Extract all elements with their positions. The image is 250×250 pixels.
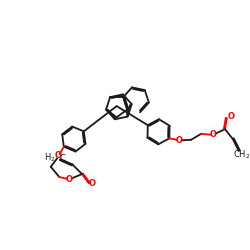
Text: CH$_2$: CH$_2$ <box>233 148 250 160</box>
Text: O: O <box>88 179 96 188</box>
Text: O: O <box>209 130 216 140</box>
Text: C: C <box>60 154 66 162</box>
Text: O: O <box>66 175 73 184</box>
Text: O: O <box>227 112 234 121</box>
Text: H$_2$: H$_2$ <box>44 152 56 164</box>
Text: O: O <box>176 136 182 145</box>
Text: O: O <box>55 152 62 160</box>
